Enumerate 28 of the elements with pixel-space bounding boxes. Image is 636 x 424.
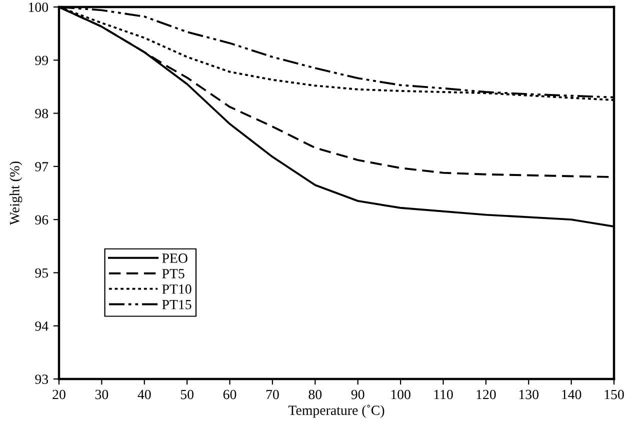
y-tick-label: 100 — [28, 2, 48, 12]
legend-label: PT10 — [162, 284, 192, 294]
y-tick-label: 99 — [35, 56, 48, 66]
x-tick-label: 100 — [391, 390, 410, 400]
x-tick-label: 20 — [52, 390, 66, 400]
x-tick-label: 130 — [519, 390, 539, 400]
x-tick-label: 90 — [351, 390, 364, 400]
y-axis-title: Weight (%) — [10, 162, 22, 226]
x-tick-label: 150 — [604, 390, 624, 400]
y-tick-label: 97 — [35, 162, 48, 172]
legend-label: PT15 — [162, 300, 192, 310]
x-tick-label: 60 — [223, 390, 236, 400]
y-tick-label: 96 — [35, 215, 48, 225]
y-tick-label: 93 — [35, 374, 48, 384]
x-tick-label: 30 — [95, 390, 108, 400]
x-tick-label: 120 — [476, 390, 496, 400]
x-tick-label: 140 — [562, 390, 582, 400]
x-tick-label: 70 — [266, 390, 279, 400]
x-tick-label: 80 — [308, 390, 322, 400]
y-tick-label: 98 — [35, 108, 48, 118]
legend-label: PEO — [162, 254, 188, 263]
x-tick-label: 50 — [180, 390, 194, 400]
x-tick-label: 40 — [138, 390, 151, 400]
x-axis-title: Temperature (˚C) — [288, 404, 384, 418]
legend-label: PT5 — [162, 269, 184, 278]
y-tick-label: 95 — [35, 268, 48, 278]
y-tick-label: 94 — [35, 321, 48, 331]
x-tick-label: 110 — [434, 390, 453, 400]
